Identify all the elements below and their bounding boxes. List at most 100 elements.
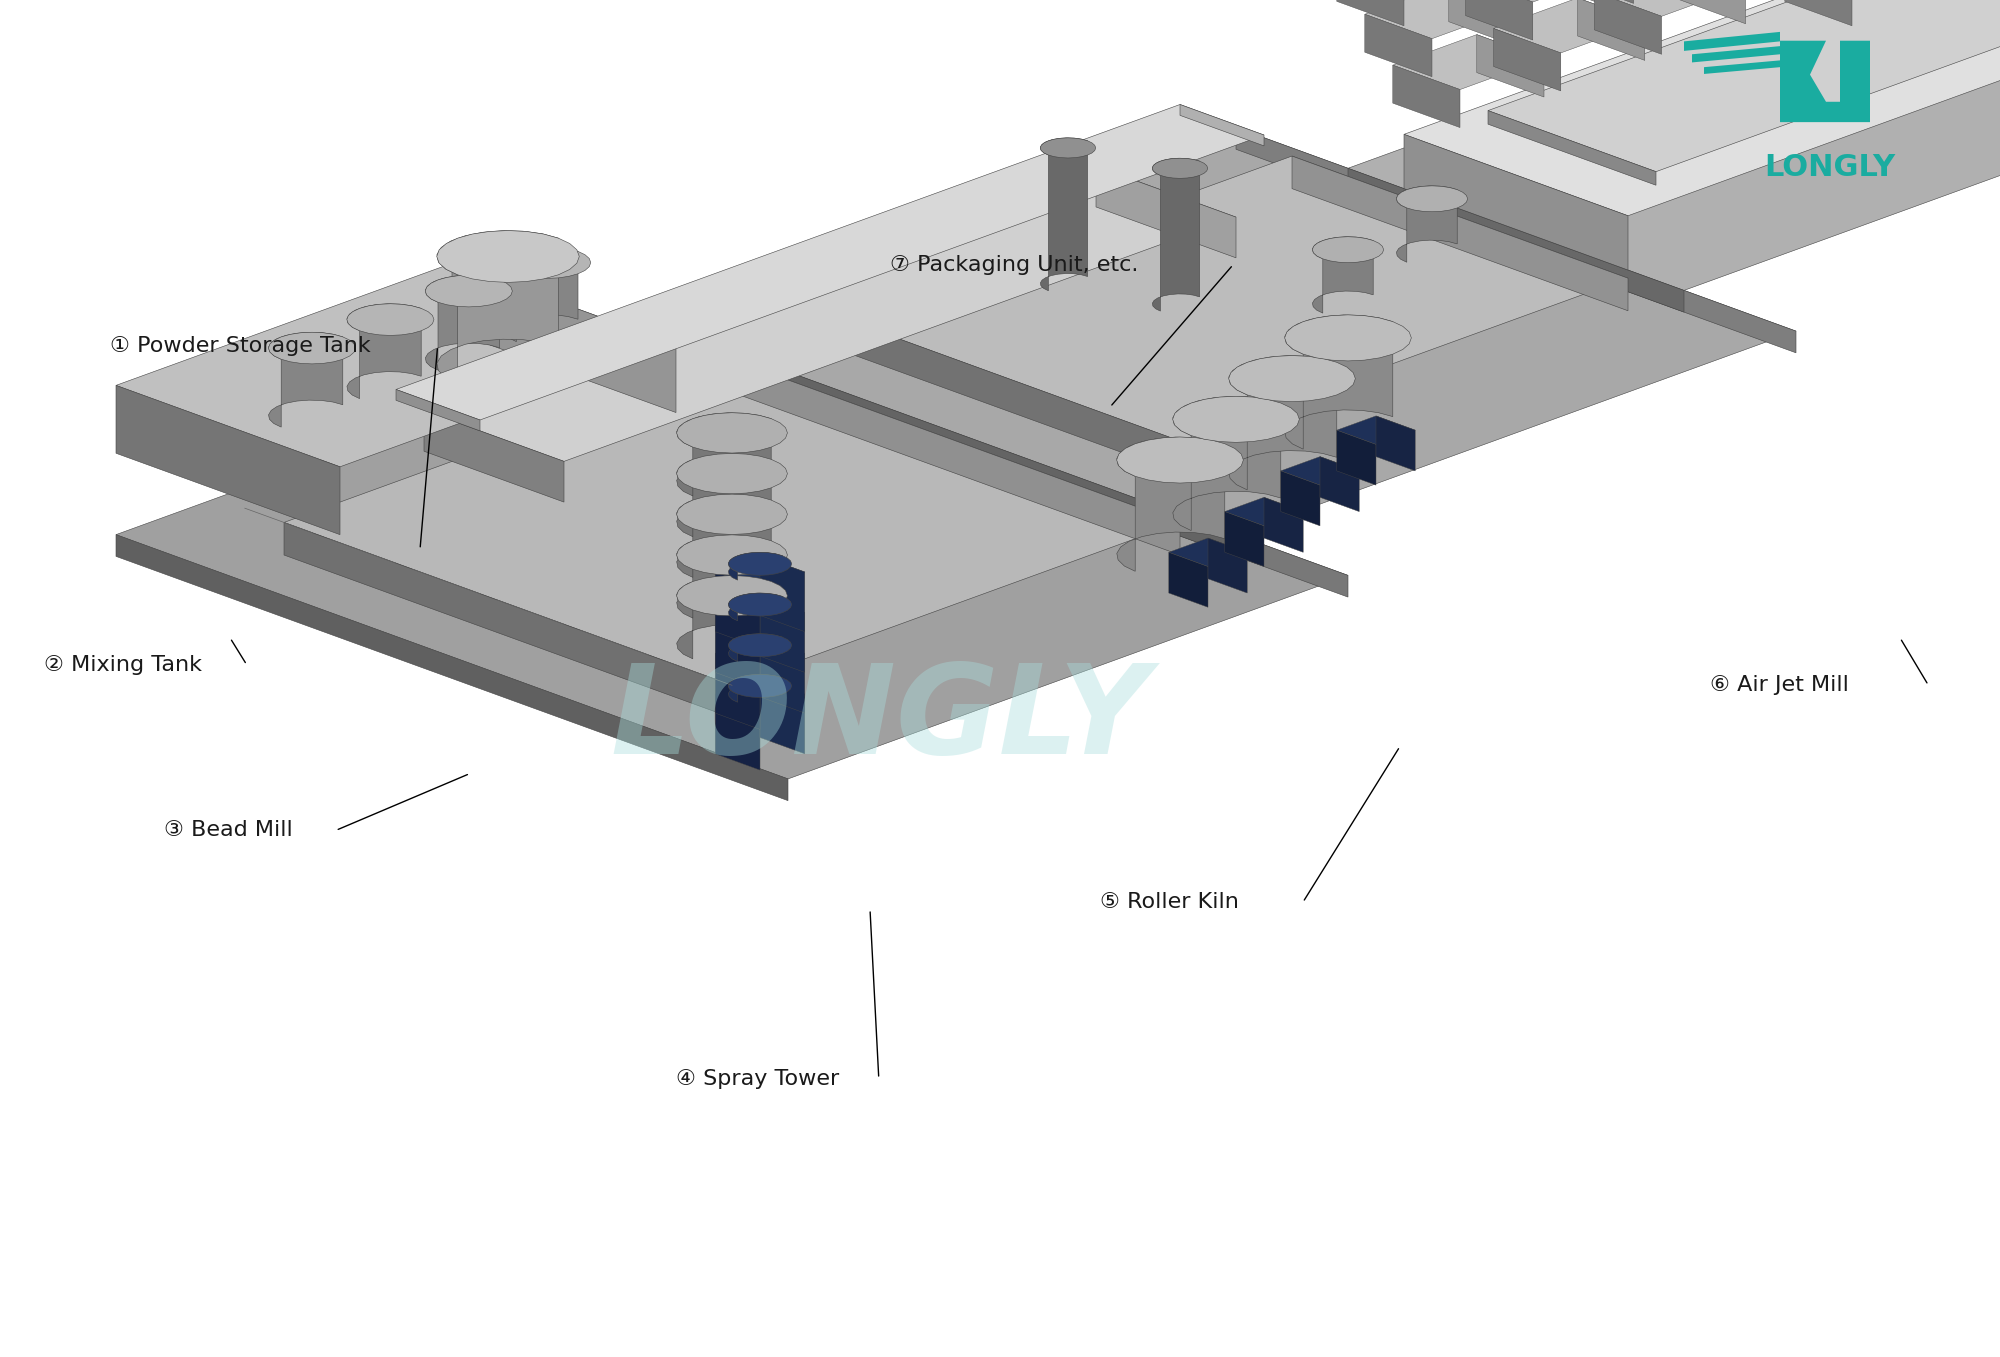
Polygon shape [716,556,804,589]
Polygon shape [1684,33,1780,50]
Polygon shape [844,319,1180,474]
Polygon shape [268,332,342,427]
Polygon shape [1566,0,1634,4]
Polygon shape [424,167,1236,461]
Polygon shape [1404,134,1628,270]
Polygon shape [760,638,804,714]
Polygon shape [676,494,772,578]
Polygon shape [116,331,1348,779]
Polygon shape [1348,0,2000,290]
Polygon shape [1228,356,1356,402]
Text: ⑥ Air Jet Mill: ⑥ Air Jet Mill [1710,676,1848,695]
Polygon shape [1152,159,1200,311]
Polygon shape [1466,0,1532,41]
Polygon shape [1280,471,1320,527]
Text: LONGLY: LONGLY [610,658,1150,780]
Polygon shape [1312,236,1374,313]
Polygon shape [1280,457,1360,486]
Polygon shape [1780,41,1870,122]
Polygon shape [424,411,564,502]
Text: ⑦ Packaging Unit, etc.: ⑦ Packaging Unit, etc. [890,255,1138,274]
Polygon shape [676,413,788,453]
Polygon shape [716,695,760,771]
Polygon shape [760,597,804,673]
Polygon shape [426,275,500,370]
Text: ② Mixing Tank: ② Mixing Tank [44,655,202,674]
Polygon shape [1208,539,1248,593]
Polygon shape [676,575,772,660]
Polygon shape [1312,236,1384,263]
Polygon shape [1578,0,1644,61]
Polygon shape [1320,457,1360,512]
Polygon shape [1180,104,1264,147]
Polygon shape [1336,0,1404,26]
Polygon shape [1392,35,1544,90]
Polygon shape [1040,138,1096,157]
Polygon shape [728,634,792,657]
Polygon shape [728,552,792,575]
Polygon shape [1488,0,2000,172]
Polygon shape [1264,498,1304,552]
Polygon shape [1336,417,1416,445]
Polygon shape [1236,128,1796,353]
Polygon shape [1172,396,1300,442]
Polygon shape [716,678,804,711]
Text: ④ Spray Tower: ④ Spray Tower [676,1069,840,1088]
Polygon shape [1392,65,1460,128]
Polygon shape [1550,0,1616,9]
Polygon shape [1172,396,1280,531]
Polygon shape [1168,539,1248,567]
Polygon shape [116,263,676,467]
Polygon shape [1224,512,1264,567]
Polygon shape [728,552,782,581]
Polygon shape [346,304,434,335]
Polygon shape [452,263,676,413]
Polygon shape [760,678,804,754]
Polygon shape [1784,0,1852,26]
Polygon shape [1284,315,1392,449]
Polygon shape [716,597,804,630]
Polygon shape [676,413,772,497]
Polygon shape [1488,111,1656,186]
Polygon shape [1692,46,1780,62]
Polygon shape [728,674,792,697]
Polygon shape [1396,186,1458,262]
Polygon shape [716,613,760,689]
Polygon shape [676,535,772,619]
Polygon shape [1224,498,1304,527]
Polygon shape [1704,61,1780,73]
Polygon shape [676,331,1348,597]
Polygon shape [1228,356,1336,490]
Polygon shape [1116,437,1244,483]
Polygon shape [284,522,732,718]
Polygon shape [728,634,782,662]
Polygon shape [1284,315,1412,361]
Polygon shape [504,247,590,278]
Polygon shape [504,247,578,342]
Polygon shape [116,385,340,535]
Text: ① Powder Storage Tank: ① Powder Storage Tank [110,337,370,356]
Polygon shape [1494,28,1560,91]
Polygon shape [1336,430,1376,486]
Polygon shape [1040,138,1088,290]
Polygon shape [716,573,760,649]
Polygon shape [396,389,480,432]
Polygon shape [676,331,1236,556]
Polygon shape [728,674,782,703]
Polygon shape [1466,0,1616,3]
Polygon shape [728,593,782,622]
Polygon shape [716,638,804,670]
Text: LONGLY: LONGLY [1764,153,1896,182]
Polygon shape [1168,552,1208,608]
Polygon shape [116,535,788,801]
Polygon shape [1404,0,2000,216]
Polygon shape [396,104,1264,421]
Text: ③ Bead Mill: ③ Bead Mill [164,821,292,840]
Polygon shape [1364,15,1432,77]
Text: ⑤ Roller Kiln: ⑤ Roller Kiln [1100,893,1238,912]
Polygon shape [268,332,356,364]
Polygon shape [676,453,788,494]
Polygon shape [1678,0,1746,24]
Polygon shape [844,156,1628,441]
Polygon shape [1348,168,1684,312]
